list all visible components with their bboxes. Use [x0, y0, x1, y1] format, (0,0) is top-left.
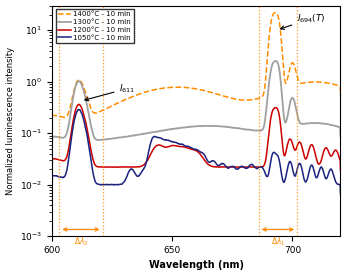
- 1400°C - 10 min: [50, 123, 54, 126]
- 1200°C - 10 min: [208, 164, 212, 167]
- Text: $I_{611}$: $I_{611}$: [85, 82, 136, 101]
- 1400°C - 10 min: [175, 86, 179, 89]
- 1050°C - 10 min: [50, 183, 54, 186]
- 1200°C - 10 min: [147, 155, 152, 158]
- 1300°C - 10 min: [50, 144, 54, 147]
- 1050°C - 10 min: [338, 192, 343, 195]
- Line: 1400°C - 10 min: 1400°C - 10 min: [52, 13, 340, 124]
- 1050°C - 10 min: [89, 156, 93, 159]
- 1400°C - 10 min: [202, 89, 206, 92]
- 1300°C - 10 min: [274, 59, 278, 63]
- 1200°C - 10 min: [99, 165, 103, 169]
- Text: $I_{694}(T)$: $I_{694}(T)$: [281, 12, 326, 29]
- 1300°C - 10 min: [202, 124, 206, 128]
- 1400°C - 10 min: [147, 89, 151, 93]
- 1300°C - 10 min: [99, 138, 103, 141]
- 1300°C - 10 min: [208, 124, 212, 128]
- 1200°C - 10 min: [202, 158, 206, 161]
- 1050°C - 10 min: [99, 183, 103, 186]
- Text: $\Delta\lambda_2$: $\Delta\lambda_2$: [74, 235, 88, 248]
- 1050°C - 10 min: [147, 146, 152, 149]
- 1400°C - 10 min: [99, 110, 103, 113]
- 1050°C - 10 min: [175, 142, 180, 145]
- 1200°C - 10 min: [175, 144, 180, 148]
- 1300°C - 10 min: [147, 131, 151, 134]
- 1050°C - 10 min: [208, 161, 212, 164]
- 1300°C - 10 min: [175, 127, 179, 130]
- 1200°C - 10 min: [50, 166, 54, 169]
- Line: 1200°C - 10 min: 1200°C - 10 min: [52, 104, 340, 170]
- 1300°C - 10 min: [88, 121, 92, 124]
- Text: $\Delta\lambda_1$: $\Delta\lambda_1$: [271, 235, 285, 248]
- Line: 1300°C - 10 min: 1300°C - 10 min: [52, 61, 340, 145]
- 1200°C - 10 min: [77, 103, 81, 106]
- Y-axis label: Normalized luminescence intensity: Normalized luminescence intensity: [6, 47, 15, 195]
- X-axis label: Wavelength (nm): Wavelength (nm): [149, 261, 244, 270]
- 1400°C - 10 min: [273, 11, 277, 14]
- 1400°C - 10 min: [88, 105, 92, 109]
- 1300°C - 10 min: [338, 135, 343, 138]
- 1200°C - 10 min: [338, 168, 343, 172]
- 1050°C - 10 min: [202, 153, 206, 156]
- 1200°C - 10 min: [89, 147, 93, 150]
- 1400°C - 10 min: [208, 90, 212, 94]
- Legend: 1400°C - 10 min, 1300°C - 10 min, 1200°C - 10 min, 1050°C - 10 min: 1400°C - 10 min, 1300°C - 10 min, 1200°C…: [56, 9, 134, 43]
- Line: 1050°C - 10 min: 1050°C - 10 min: [52, 110, 340, 193]
- 1400°C - 10 min: [338, 94, 343, 97]
- 1050°C - 10 min: [76, 108, 80, 111]
